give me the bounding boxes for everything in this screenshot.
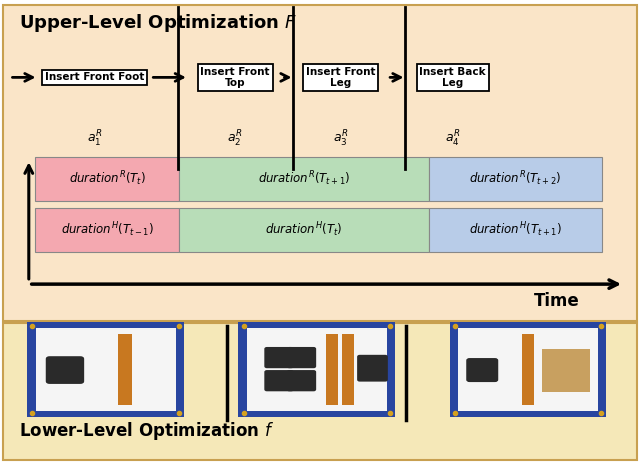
FancyBboxPatch shape bbox=[3, 323, 637, 460]
Text: $duration^R(T_{t+2})$: $duration^R(T_{t+2})$ bbox=[469, 170, 561, 188]
Text: Insert Back
Leg: Insert Back Leg bbox=[419, 67, 486, 88]
FancyBboxPatch shape bbox=[542, 349, 590, 392]
FancyBboxPatch shape bbox=[3, 5, 637, 321]
FancyBboxPatch shape bbox=[179, 208, 429, 252]
FancyBboxPatch shape bbox=[326, 334, 338, 406]
FancyBboxPatch shape bbox=[287, 370, 316, 391]
FancyBboxPatch shape bbox=[36, 328, 175, 411]
FancyBboxPatch shape bbox=[35, 157, 179, 201]
Text: $a_4^R$: $a_4^R$ bbox=[445, 128, 461, 149]
FancyBboxPatch shape bbox=[264, 347, 294, 368]
FancyBboxPatch shape bbox=[466, 358, 499, 382]
Text: $duration^H(T_t)$: $duration^H(T_t)$ bbox=[265, 220, 343, 239]
Text: Upper-Level Optimization $F$: Upper-Level Optimization $F$ bbox=[19, 12, 298, 34]
Text: Insert Front Foot: Insert Front Foot bbox=[45, 73, 144, 82]
Text: Lower-Level Optimization $f$: Lower-Level Optimization $f$ bbox=[19, 420, 275, 443]
FancyBboxPatch shape bbox=[429, 157, 602, 201]
FancyBboxPatch shape bbox=[179, 157, 429, 201]
Text: $a_2^R$: $a_2^R$ bbox=[227, 128, 243, 149]
FancyBboxPatch shape bbox=[118, 334, 132, 406]
FancyBboxPatch shape bbox=[357, 355, 388, 382]
Text: $duration^R(T_{t+1})$: $duration^R(T_{t+1})$ bbox=[258, 170, 350, 188]
FancyBboxPatch shape bbox=[449, 322, 607, 417]
Text: Insert Front
Top: Insert Front Top bbox=[200, 67, 270, 88]
FancyBboxPatch shape bbox=[46, 356, 84, 384]
Text: $duration^R(T_t)$: $duration^R(T_t)$ bbox=[68, 170, 146, 188]
Text: $duration^H(T_{t+1})$: $duration^H(T_{t+1})$ bbox=[468, 220, 562, 239]
Text: $a_3^R$: $a_3^R$ bbox=[333, 128, 349, 149]
FancyBboxPatch shape bbox=[247, 328, 387, 411]
Text: Time: Time bbox=[534, 292, 580, 310]
Text: Insert Front
Leg: Insert Front Leg bbox=[306, 67, 376, 88]
FancyBboxPatch shape bbox=[35, 208, 179, 252]
Text: $a_1^R$: $a_1^R$ bbox=[86, 128, 102, 149]
Text: $duration^H(T_{t-1})$: $duration^H(T_{t-1})$ bbox=[61, 220, 154, 239]
FancyBboxPatch shape bbox=[28, 322, 184, 417]
FancyBboxPatch shape bbox=[239, 322, 395, 417]
FancyBboxPatch shape bbox=[264, 370, 294, 391]
FancyBboxPatch shape bbox=[458, 328, 598, 411]
FancyBboxPatch shape bbox=[522, 334, 534, 406]
FancyBboxPatch shape bbox=[287, 347, 316, 368]
FancyBboxPatch shape bbox=[429, 208, 602, 252]
FancyBboxPatch shape bbox=[342, 334, 354, 406]
